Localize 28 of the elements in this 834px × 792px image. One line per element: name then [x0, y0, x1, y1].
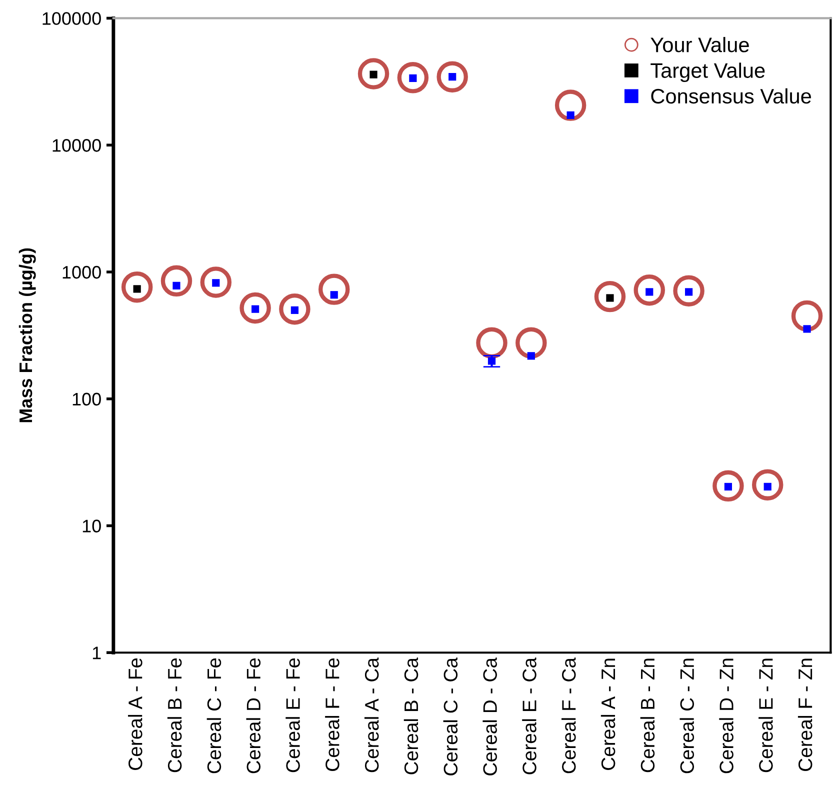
- y-axis-title: Mass Fraction (µg/g): [18, 248, 36, 422]
- x-tick-label: Cereal A - Zn: [600, 658, 616, 770]
- y-tick-label: 1: [92, 646, 101, 660]
- x-tick-label: Cereal D - Ca: [482, 657, 497, 776]
- legend-label: Consensus Value: [651, 88, 811, 104]
- x-tick-label: Cereal F - Fe: [325, 658, 340, 772]
- x-tick-label: Cereal D - Fe: [246, 658, 261, 774]
- y-tick-label: 10: [82, 520, 101, 532]
- y-tick-label: 100: [72, 392, 101, 406]
- x-tick-label: Cereal C - Zn: [680, 658, 694, 774]
- x-tick-label: Cereal A - Ca: [364, 657, 379, 772]
- x-tick-label: Cereal B - Zn: [640, 658, 655, 772]
- x-tick-label: Cereal A - Fe: [128, 658, 142, 770]
- x-tick-label: Cereal F - Zn: [798, 658, 812, 772]
- x-tick-label: Cereal B - Ca: [404, 657, 418, 774]
- x-tick-label: Cereal C - Ca: [443, 657, 458, 776]
- y-tick-label: 100000: [42, 12, 101, 25]
- y-tick-label: 10000: [52, 139, 101, 152]
- x-tick-label: Cereal E - Zn: [758, 658, 773, 772]
- legend-label: Your Value: [650, 36, 749, 52]
- y-tick-label: 1000: [62, 266, 101, 279]
- x-tick-label: Cereal D - Zn: [719, 658, 734, 774]
- x-tick-label: Cereal F - Ca: [562, 657, 576, 774]
- x-tick-label: Cereal E - Fe: [286, 658, 300, 772]
- x-tick-label: Cereal C - Fe: [206, 658, 222, 774]
- x-tick-label: Cereal B - Fe: [167, 658, 182, 772]
- legend-label: Target Value: [650, 62, 765, 82]
- x-tick-label: Cereal E - Ca: [522, 657, 536, 774]
